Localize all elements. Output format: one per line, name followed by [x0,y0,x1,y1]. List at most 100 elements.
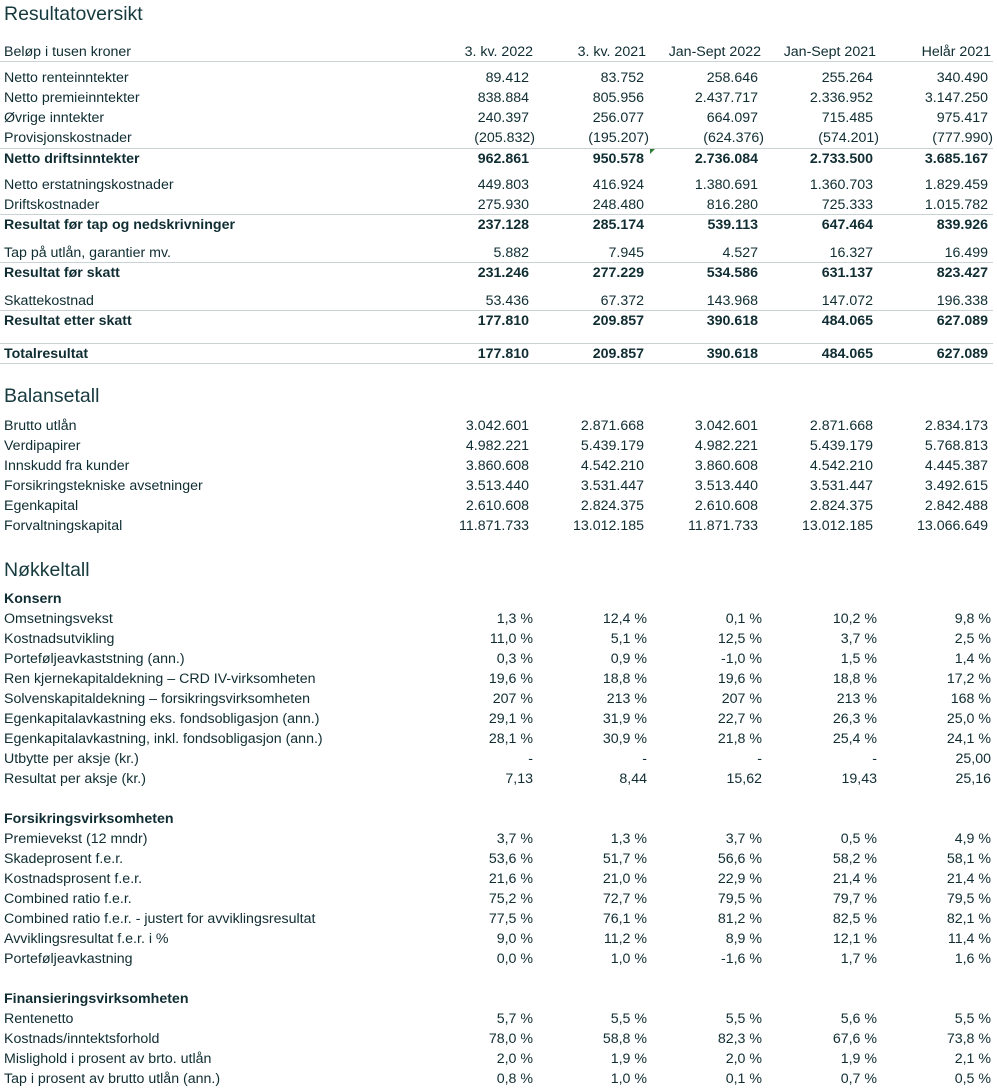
row-label: Resultat per aksje (kr.) [4,771,146,787]
resultat-per-aksje-kr-row: Resultat per aksje (kr.) 7,13 8,44 15,62 19,… [0,769,993,789]
resultat-etter-skatt-row: Resultat etter skatt 177.810 209.857 390.61… [0,311,993,331]
row-divider [0,310,993,311]
row-divider [0,61,993,62]
row-divider [0,363,993,364]
value-cell-col4: 0,7 % [840,1071,877,1087]
value-cell-col4: 3,7 % [840,631,877,647]
value-cell-col3: 3.513.440 [694,478,758,494]
column-header-row: Beløp i tusen kroner 3. kv. 2022 3. kv. 20… [0,42,993,62]
row-label: Utbytte per aksje (kr.) [4,751,139,767]
row-label: Egenkapitalavkastning eks. fondsobligasj… [4,711,320,727]
utbytte-per-aksje-kr-row: Utbytte per aksje (kr.) - - - - 25,00 [0,749,993,769]
value-cell-col5: 2.842.488 [924,498,988,514]
value-cell-col5: 2.834.173 [924,418,988,434]
header-jan-sept-2021: Jan-Sept 2021 [783,44,876,60]
netto-driftsinntekter-row: Netto driftsinntekter 962.861 950.578 2.736… [0,149,993,169]
value-cell-col3: 1.380.691 [694,177,758,193]
skadeprosent-f-e-r-row: Skadeprosent f.e.r. 53,6 % 51,7 % 56,6 % 58,… [0,849,993,869]
value-cell-col2: 256.077 [592,110,644,126]
value-cell-col1: 21,6 % [488,871,533,887]
value-cell-col3: 3.042.601 [694,418,758,434]
balansetall-title: Balansetall [4,385,100,407]
rentenetto-row: Rentenetto 5,7 % 5,5 % 5,5 % 5,6 % 5,5 % [0,1009,993,1029]
value-cell-col4: 2.824.375 [809,498,873,514]
provisjonskostnader-row: Provisjonskostnader (205.832) (195.207) (62… [0,128,993,148]
value-cell-col4: 82,5 % [832,911,877,927]
row-label: Kostnadsutvikling [4,631,115,647]
row-label: Rentenetto [4,1011,74,1027]
value-cell-col1: 0,3 % [496,651,533,667]
value-cell-col2: 8,44 [619,771,647,787]
row-label: Provisjonskostnader [4,130,132,146]
value-cell-col4: - [872,751,877,767]
value-cell-col5: 340.490 [936,70,988,86]
resultat-før-skatt-row: Resultat før skatt 231.246 277.229 534.586 6… [0,263,993,283]
value-cell-col2: 76,1 % [602,911,647,927]
value-cell-col2: 4.542.210 [580,458,644,474]
value-cell-col2: (195.207) [588,130,649,146]
value-cell-col2: 13.012.185 [572,518,644,534]
value-cell-col5: 82,1 % [946,911,991,927]
value-cell-col4: 67,6 % [832,1031,877,1047]
value-cell-col1: 0,8 % [496,1071,533,1087]
value-cell-col5: 627.089 [936,313,988,329]
value-cell-col5: 9,8 % [954,611,991,627]
value-cell-col1: 7,13 [505,771,533,787]
value-cell-col3: 816.280 [706,197,758,213]
øvrige-inntekter-row: Øvrige inntekter 240.397 256.077 664.097 715… [0,108,993,128]
row-label: Netto driftsinntekter [4,151,140,167]
egenkapital-row: Egenkapital 2.610.608 2.824.375 2.610.608 2.… [0,496,993,516]
value-cell-col4: 26,3 % [832,711,877,727]
value-cell-col3: 143.968 [706,293,758,309]
row-label: Tap på utlån, garantier mv. [4,245,171,261]
value-cell-col4: 631.137 [821,265,873,281]
row-label: Ren kjernekapitaldekning – CRD IV-virkso… [4,671,316,687]
resultatoversikt-title: Resultatoversikt [4,3,143,25]
value-cell-col2: 12,4 % [602,611,647,627]
value-cell-col1: 838.884 [477,90,529,106]
value-cell-col1: 275.930 [477,197,529,213]
value-cell-col2: 209.857 [592,313,644,329]
value-cell-col3: 390.618 [706,346,758,362]
value-cell-col4: 25,4 % [832,731,877,747]
value-cell-col1: 207 % [492,691,533,707]
value-cell-col4: 13.012.185 [801,518,873,534]
value-cell-col4: 647.464 [821,217,873,233]
row-label: Netto renteinntekter [4,70,129,86]
value-cell-col1: 5.882 [493,245,529,261]
value-cell-col5: 2,5 % [954,631,991,647]
value-cell-col3: -1,6 % [720,951,762,967]
value-cell-col1: - [528,751,533,767]
value-cell-col2: 950.578 [592,151,644,167]
value-cell-col4: 16.327 [829,245,873,261]
value-cell-col3: 3,7 % [725,831,762,847]
row-label: Omsetningsvekst [4,611,113,627]
value-cell-col5: (777.990) [932,130,993,146]
value-cell-col4: 18,8 % [832,671,877,687]
value-cell-col3: -1,0 % [720,651,762,667]
value-cell-col1: 11,0 % [489,631,533,647]
value-cell-col4: 213 % [836,691,877,707]
value-cell-col5: 168 % [950,691,991,707]
value-cell-col5: 5.768.813 [924,438,988,454]
value-cell-col4: 79,7 % [832,891,877,907]
value-cell-col1: 29,1 % [488,711,533,727]
value-cell-col5: 11,4 % [947,931,991,947]
row-label: Porteføljeavkaststning (ann.) [4,651,185,667]
value-cell-col5: 17,2 % [946,671,991,687]
value-cell-col3: 12,5 % [717,631,762,647]
row-label: Resultat før skatt [4,265,120,281]
tap-på-utlån-garantier-mv-row: Tap på utlån, garantier mv. 5.882 7.945 4.5… [0,243,993,263]
row-label: Innskudd fra kunder [4,458,130,474]
row-label: Driftskostnader [4,197,100,213]
value-cell-col1: 1,3 % [496,611,533,627]
value-cell-col5: 25,16 [955,771,991,787]
value-cell-col5: 21,4 % [946,871,991,887]
value-cell-col3: 2.736.084 [694,151,758,167]
value-cell-col1: 177.810 [477,313,529,329]
value-cell-col4: 725.333 [821,197,873,213]
skattekostnad-row: Skattekostnad 53.436 67.372 143.968 147.072 1… [0,291,993,311]
row-divider [0,343,993,344]
value-cell-col5: 1,4 % [954,651,991,667]
